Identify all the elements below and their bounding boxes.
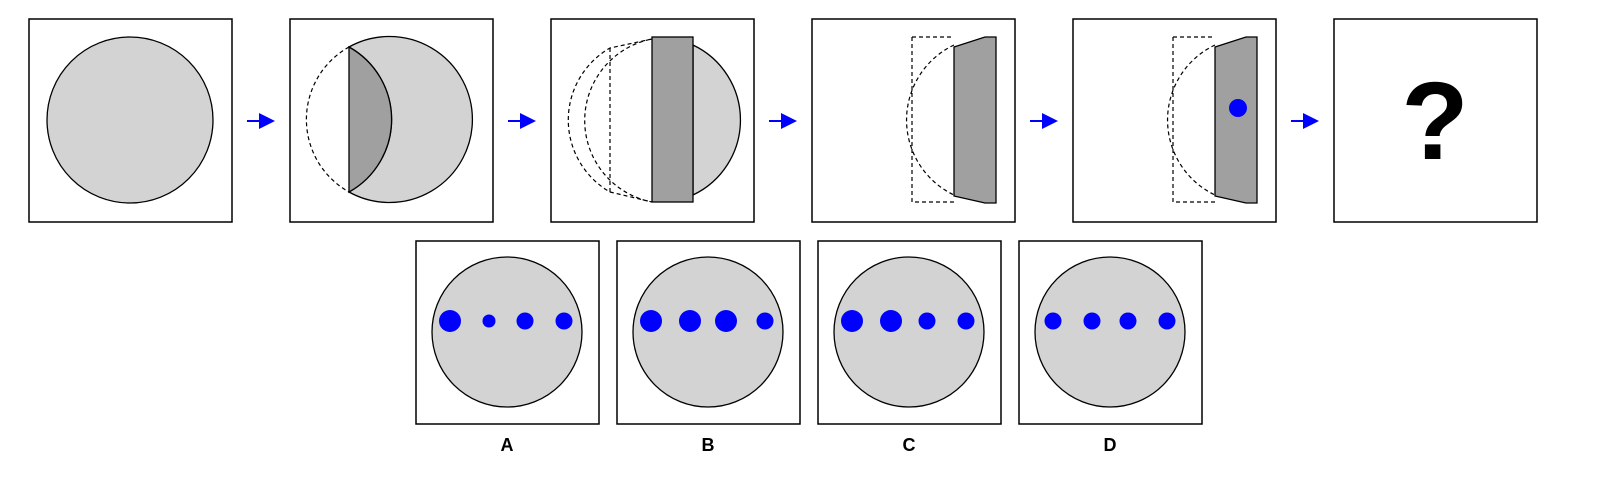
fold-outline <box>1167 36 1216 203</box>
paper-remaining <box>692 43 742 197</box>
sequence-panel-1 <box>28 18 233 223</box>
sequence-panel-6: ? <box>1333 18 1538 223</box>
option-b[interactable]: B <box>616 240 801 455</box>
hole-dot <box>1119 312 1137 330</box>
punched-hole <box>1229 99 1247 117</box>
unfolded-circle <box>632 256 784 408</box>
hole-dot <box>756 312 774 330</box>
option-d[interactable]: D <box>1018 240 1203 455</box>
hole-dot <box>516 312 534 330</box>
hole-dot <box>1158 312 1176 330</box>
option-label: C <box>903 435 916 455</box>
unfolded-circle <box>431 256 583 408</box>
paper-circle <box>46 36 214 204</box>
sequence-panel-2 <box>289 18 494 223</box>
hole-dot <box>555 312 573 330</box>
hole-dot <box>1044 312 1062 330</box>
unfolded-circle <box>1034 256 1186 408</box>
hole-dot <box>640 310 662 332</box>
folded-strip <box>1214 36 1258 204</box>
question-mark: ? <box>1401 60 1468 183</box>
answer-options: A B C D <box>415 240 1203 455</box>
sequence-panel-4 <box>811 18 1016 223</box>
sequence-panel-3 <box>550 18 755 223</box>
unfolded-circle <box>833 256 985 408</box>
folded-strip <box>953 36 997 204</box>
hole-dot <box>482 314 496 328</box>
hole-dot <box>880 310 902 332</box>
hole-dot <box>439 310 461 332</box>
option-c[interactable]: C <box>817 240 1002 455</box>
hole-dot <box>918 312 936 330</box>
fold-outline-left <box>567 38 653 203</box>
option-label: A <box>501 435 514 455</box>
option-label: B <box>702 435 715 455</box>
folded-flap <box>348 45 393 194</box>
hole-dot <box>679 310 701 332</box>
hole-dot <box>841 310 863 332</box>
option-a[interactable]: A <box>415 240 600 455</box>
sequence-panel-5 <box>1072 18 1277 223</box>
hole-dot <box>957 312 975 330</box>
folded-strip <box>651 36 694 203</box>
hole-dot <box>715 310 737 332</box>
hole-dot <box>1083 312 1101 330</box>
fold-outline <box>906 36 955 203</box>
option-label: D <box>1104 435 1117 455</box>
fold-outline <box>305 46 350 193</box>
